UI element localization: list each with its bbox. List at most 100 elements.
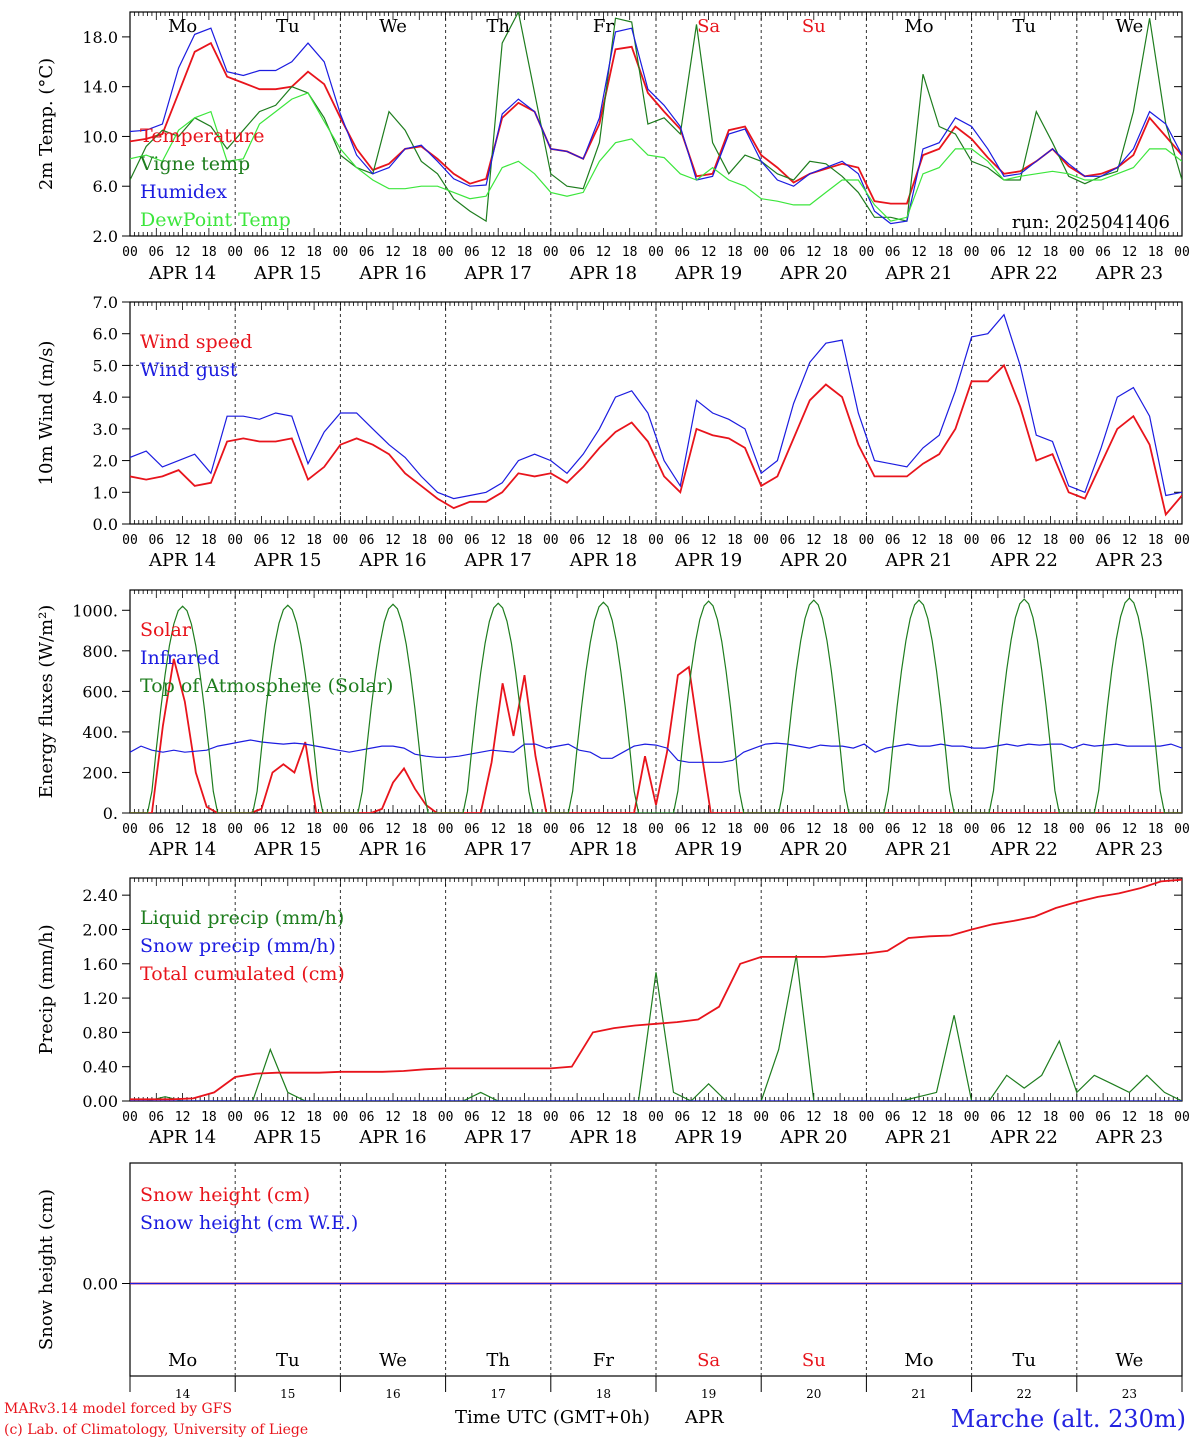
hour-label: 00 xyxy=(122,533,138,548)
y-tick-label: 0.0 xyxy=(93,515,118,534)
weekday-label: Sa xyxy=(697,1350,720,1371)
y-tick-label: 0. xyxy=(103,804,118,823)
hour-label: 00 xyxy=(1174,822,1190,837)
x-axis-label: Time UTC (GMT+0h) xyxy=(455,1407,650,1428)
y-tick-label: 7.0 xyxy=(93,293,118,312)
y-tick-label: 18.0 xyxy=(82,28,118,47)
hour-label: 18 xyxy=(201,245,217,260)
date-label: APR 14 xyxy=(148,263,216,284)
hour-label: 00 xyxy=(438,245,454,260)
series-group xyxy=(130,313,1182,517)
hour-label: 12 xyxy=(280,533,296,548)
legend-entry: Infrared xyxy=(140,647,220,669)
hour-label: 06 xyxy=(674,245,690,260)
date-label: APR 22 xyxy=(990,839,1058,860)
hour-label: 00 xyxy=(438,822,454,837)
hour-label: 12 xyxy=(175,1110,191,1125)
hour-label: 12 xyxy=(175,245,191,260)
hour-label: 18 xyxy=(937,533,953,548)
date-label: APR 20 xyxy=(779,550,847,571)
hour-label: 00 xyxy=(227,1110,243,1125)
date-label: APR 14 xyxy=(148,550,216,571)
hour-label: 00 xyxy=(753,533,769,548)
hour-label: 00 xyxy=(859,245,875,260)
hour-label: 00 xyxy=(648,245,664,260)
y-tick-label: 2.0 xyxy=(93,452,118,471)
hour-label: 18 xyxy=(622,1110,638,1125)
hour-label: 06 xyxy=(464,822,480,837)
series-line-temperature xyxy=(130,41,1182,205)
date-label: APR 20 xyxy=(779,263,847,284)
hour-label: 18 xyxy=(1043,533,1059,548)
series-line-liquid-precip-mm-h- xyxy=(130,955,1182,1101)
hour-label: 06 xyxy=(254,533,270,548)
hour-label: 18 xyxy=(1043,1110,1059,1125)
hour-label: 06 xyxy=(148,1110,164,1125)
hour-label: 00 xyxy=(122,245,138,260)
hour-label: 00 xyxy=(122,1110,138,1125)
day-number: 23 xyxy=(1122,1387,1137,1401)
hour-label: 00 xyxy=(753,1110,769,1125)
date-label: APR 14 xyxy=(148,839,216,860)
weekday-label: Mo xyxy=(904,16,933,37)
y-axis-label: 2m Temp. (°C) xyxy=(36,58,57,190)
y-axis-label: Snow height (cm) xyxy=(36,1189,57,1350)
hour-label: 12 xyxy=(280,245,296,260)
weekday-label: Tu xyxy=(1012,1350,1036,1371)
hour-label: 06 xyxy=(780,1110,796,1125)
hour-label: 00 xyxy=(1069,1110,1085,1125)
legend-entry: Snow height (cm W.E.) xyxy=(140,1212,358,1234)
date-label: APR 18 xyxy=(569,550,637,571)
hour-label: 12 xyxy=(385,245,401,260)
date-label: APR 20 xyxy=(779,839,847,860)
hour-label: 12 xyxy=(1122,822,1138,837)
hour-label: 18 xyxy=(201,822,217,837)
hour-label: 00 xyxy=(1069,245,1085,260)
day-number: 18 xyxy=(596,1387,611,1401)
hour-label: 06 xyxy=(674,1110,690,1125)
date-label: APR 16 xyxy=(358,263,426,284)
legend-entry: Temperature xyxy=(140,125,264,147)
hour-label: 06 xyxy=(885,533,901,548)
hour-label: 12 xyxy=(806,245,822,260)
y-tick-label: 2.40 xyxy=(82,886,118,905)
day-number: 21 xyxy=(911,1387,926,1401)
hour-label: 18 xyxy=(306,1110,322,1125)
hour-label: 12 xyxy=(1122,533,1138,548)
hour-label: 06 xyxy=(569,822,585,837)
hour-label: 00 xyxy=(648,533,664,548)
y-tick-label: 14.0 xyxy=(82,78,118,97)
hour-label: 18 xyxy=(201,1110,217,1125)
hour-label: 00 xyxy=(227,245,243,260)
hour-label: 12 xyxy=(1016,822,1032,837)
hour-label: 18 xyxy=(832,1110,848,1125)
hour-label: 00 xyxy=(543,533,559,548)
date-label: APR 20 xyxy=(779,1127,847,1148)
hour-label: 06 xyxy=(359,822,375,837)
hour-label: 00 xyxy=(333,1110,349,1125)
hour-label: 18 xyxy=(1148,533,1164,548)
date-label: APR 22 xyxy=(990,263,1058,284)
hour-label: 00 xyxy=(227,533,243,548)
hour-label: 12 xyxy=(701,1110,717,1125)
hour-label: 06 xyxy=(780,822,796,837)
hour-label: 12 xyxy=(701,245,717,260)
y-tick-label: 0.80 xyxy=(82,1023,118,1042)
date-label: APR 21 xyxy=(884,1127,952,1148)
hour-label: 18 xyxy=(832,533,848,548)
x-axis-month: APR xyxy=(684,1407,724,1428)
hour-label: 12 xyxy=(701,822,717,837)
day-number: 15 xyxy=(280,1387,295,1401)
hour-label: 06 xyxy=(674,822,690,837)
legend-entry: DewPoint Temp xyxy=(140,209,291,231)
hour-label: 12 xyxy=(596,533,612,548)
day-number: 20 xyxy=(806,1387,821,1401)
hour-label: 00 xyxy=(1069,822,1085,837)
hour-label: 12 xyxy=(1016,533,1032,548)
hour-label: 06 xyxy=(674,533,690,548)
y-tick-label: 1.0 xyxy=(93,483,118,502)
y-tick-label: 200. xyxy=(82,763,118,782)
weekday-label: Fr xyxy=(593,16,614,37)
hour-label: 12 xyxy=(806,822,822,837)
hour-label: 06 xyxy=(148,533,164,548)
